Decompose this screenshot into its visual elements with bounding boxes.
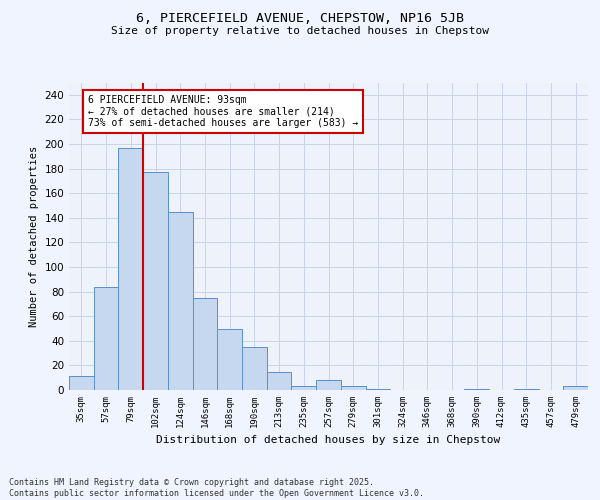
Bar — [193, 298, 217, 390]
Bar — [292, 386, 316, 390]
Bar — [316, 380, 341, 390]
Text: 6, PIERCEFIELD AVENUE, CHEPSTOW, NP16 5JB: 6, PIERCEFIELD AVENUE, CHEPSTOW, NP16 5J… — [136, 12, 464, 25]
Bar — [118, 148, 143, 390]
Bar — [69, 376, 94, 390]
Y-axis label: Number of detached properties: Number of detached properties — [29, 146, 39, 327]
Bar — [365, 389, 390, 390]
Text: 6 PIERCEFIELD AVENUE: 93sqm
← 27% of detached houses are smaller (214)
73% of se: 6 PIERCEFIELD AVENUE: 93sqm ← 27% of det… — [88, 95, 359, 128]
Bar — [168, 212, 193, 390]
Bar — [143, 172, 168, 390]
Bar — [341, 386, 365, 390]
Text: Contains HM Land Registry data © Crown copyright and database right 2025.
Contai: Contains HM Land Registry data © Crown c… — [9, 478, 424, 498]
Bar — [464, 389, 489, 390]
Bar — [563, 386, 588, 390]
X-axis label: Distribution of detached houses by size in Chepstow: Distribution of detached houses by size … — [157, 436, 500, 446]
Text: Size of property relative to detached houses in Chepstow: Size of property relative to detached ho… — [111, 26, 489, 36]
Bar — [94, 286, 118, 390]
Bar — [267, 372, 292, 390]
Bar — [514, 389, 539, 390]
Bar — [217, 328, 242, 390]
Bar — [242, 347, 267, 390]
